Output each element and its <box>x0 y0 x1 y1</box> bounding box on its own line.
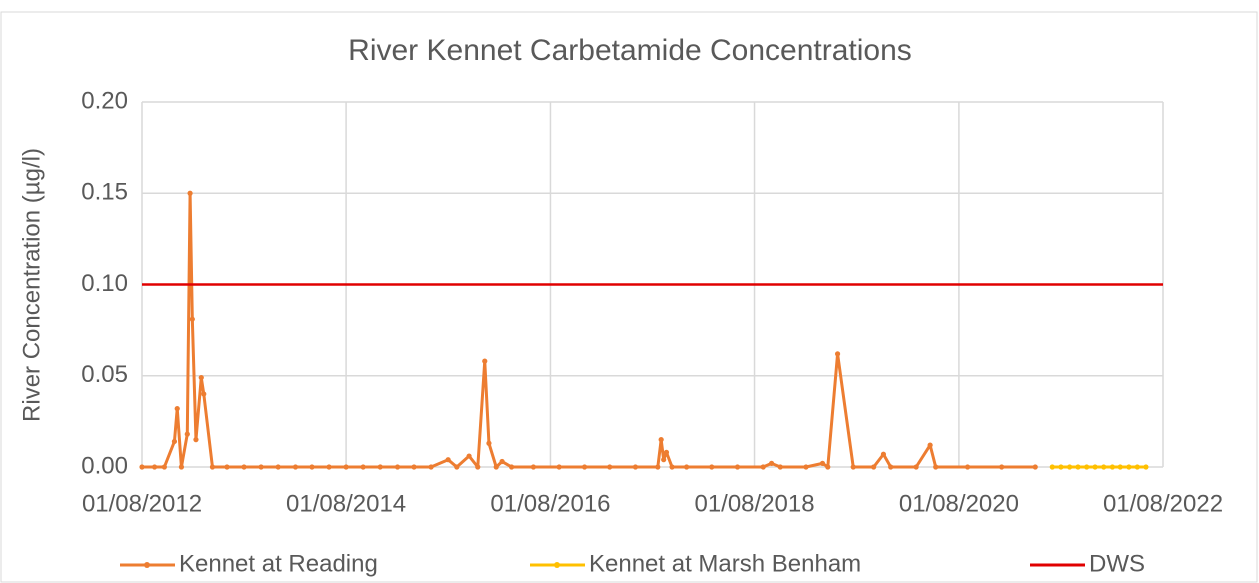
data-point <box>198 374 204 381</box>
data-point <box>193 437 199 443</box>
data-point <box>850 464 856 470</box>
legend-marker <box>144 562 150 568</box>
data-point <box>508 464 515 470</box>
data-point <box>377 464 383 470</box>
data-point <box>871 464 877 470</box>
data-point <box>1067 464 1073 470</box>
data-point <box>556 464 562 470</box>
data-point <box>1058 464 1064 470</box>
data-point <box>1126 464 1132 470</box>
data-point <box>1032 464 1038 470</box>
data-point <box>803 464 809 470</box>
data-point <box>189 316 195 322</box>
data-point <box>326 464 332 470</box>
data-point <box>581 464 588 470</box>
data-point <box>1075 464 1081 470</box>
data-point <box>475 464 481 470</box>
data-point <box>258 464 264 470</box>
data-point <box>1049 464 1055 470</box>
data-point <box>1101 464 1107 470</box>
y-axis-label: River Concentration (µg/l) <box>18 148 45 422</box>
data-point <box>760 464 766 470</box>
data-point <box>1109 464 1115 470</box>
data-point <box>201 391 207 397</box>
data-point <box>888 464 894 470</box>
data-point <box>632 464 639 470</box>
data-point <box>454 464 460 470</box>
data-point <box>964 464 971 470</box>
data-point <box>482 358 488 364</box>
data-point <box>825 464 831 470</box>
data-point <box>139 464 145 470</box>
data-point <box>661 457 667 463</box>
data-point <box>466 453 472 459</box>
data-point <box>275 464 281 470</box>
data-point <box>880 451 887 457</box>
data-point <box>734 464 741 470</box>
legend-label: Kennet at Marsh Benham <box>589 550 861 577</box>
data-point <box>1134 464 1140 470</box>
data-point <box>309 464 315 470</box>
data-point <box>913 464 919 470</box>
x-tick-label: 01/08/2020 <box>899 490 1019 517</box>
x-tick-label: 01/08/2012 <box>82 490 202 517</box>
data-point <box>209 464 216 470</box>
data-point <box>187 190 193 196</box>
data-point <box>658 437 664 443</box>
data-point <box>927 442 933 448</box>
data-point <box>777 464 783 470</box>
x-tick-label: 01/08/2022 <box>1103 490 1223 517</box>
data-point <box>499 458 505 465</box>
chart-border <box>0 11 1258 583</box>
data-point <box>360 464 366 470</box>
data-point <box>709 464 715 470</box>
data-point <box>411 464 417 470</box>
data-point <box>655 464 661 470</box>
y-tick-label: 0.10 <box>81 270 128 297</box>
legend-label: Kennet at Reading <box>179 550 378 577</box>
legend-label: DWS <box>1089 550 1145 577</box>
data-point <box>1143 464 1149 470</box>
data-point <box>174 406 180 412</box>
data-point <box>151 464 158 470</box>
y-tick-label: 0.05 <box>81 361 128 388</box>
x-tick-label: 01/08/2014 <box>286 490 406 517</box>
data-point <box>999 464 1005 470</box>
legend-marker <box>554 562 560 568</box>
y-tick-label: 0.00 <box>81 452 128 479</box>
data-point <box>768 460 775 466</box>
data-point <box>933 464 939 470</box>
data-point <box>171 438 178 445</box>
data-point <box>1117 464 1123 470</box>
data-point <box>1084 464 1090 470</box>
data-point <box>161 464 167 470</box>
data-point <box>343 464 349 470</box>
data-point <box>292 464 299 470</box>
data-point <box>819 460 826 466</box>
x-tick-label: 01/08/2018 <box>694 490 814 517</box>
data-point <box>663 449 670 455</box>
data-point <box>493 464 499 470</box>
y-tick-label: 0.15 <box>81 179 128 206</box>
data-point <box>607 464 613 470</box>
data-point <box>1092 464 1098 470</box>
data-point <box>224 464 230 470</box>
data-point <box>428 464 434 470</box>
data-point <box>394 464 401 470</box>
data-point <box>445 457 451 463</box>
data-point <box>184 431 190 437</box>
chart-title: River Kennet Carbetamide Concentrations <box>348 34 912 67</box>
data-point <box>669 464 675 470</box>
y-tick-label: 0.20 <box>81 87 128 114</box>
data-point <box>241 464 247 470</box>
data-point <box>834 351 841 357</box>
data-point <box>530 464 537 470</box>
data-point <box>178 464 185 470</box>
data-point <box>486 440 492 446</box>
data-point <box>684 464 690 470</box>
x-tick-label: 01/08/2016 <box>490 490 610 517</box>
